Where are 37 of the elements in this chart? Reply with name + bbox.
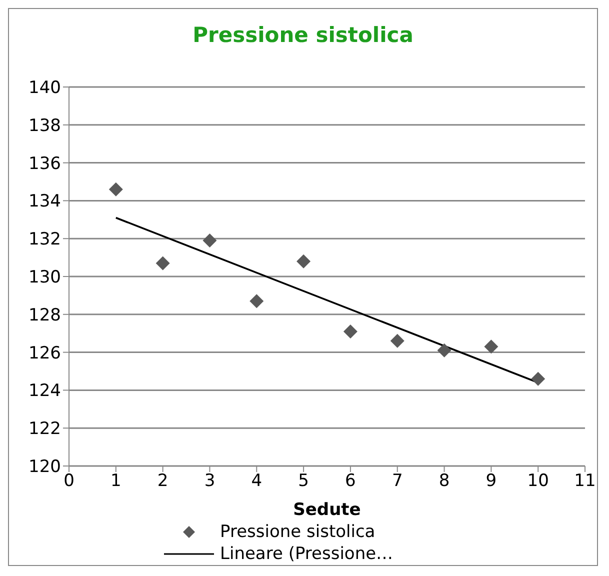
point <box>484 340 498 354</box>
point <box>296 254 311 268</box>
x-tick-label: 1 <box>110 471 122 492</box>
x-tick-label: 9 <box>486 471 497 492</box>
x-tick-label: 0 <box>64 471 74 492</box>
y-tick-label: 138 <box>28 116 61 136</box>
x-tick-label: 3 <box>204 471 216 492</box>
y-tick-label: 128 <box>28 305 61 326</box>
point <box>108 182 123 196</box>
x-tick-label: 5 <box>298 471 309 492</box>
chart-title: Pressione sistolica <box>192 23 414 47</box>
point <box>250 294 264 308</box>
point <box>156 256 170 270</box>
point <box>437 343 452 358</box>
y-tick-label: 122 <box>28 419 61 440</box>
y-tick-label: 132 <box>28 230 61 250</box>
x-tick-label: 8 <box>438 471 450 492</box>
x-tick-label: 10 <box>527 471 549 492</box>
y-tick-label: 124 <box>28 381 61 402</box>
point <box>390 334 404 348</box>
y-tick-label: 126 <box>28 343 61 364</box>
y-tick-label: 120 <box>28 457 61 478</box>
point <box>531 372 546 386</box>
x-tick-label: 6 <box>345 471 356 492</box>
point <box>343 324 358 338</box>
x-axis-title: Sedute <box>293 500 361 520</box>
legend-label: Pressione sistolica <box>220 521 376 543</box>
y-tick-label: 130 <box>28 268 61 288</box>
x-tick-label: 7 <box>392 471 403 492</box>
x-tick-label: 2 <box>157 471 168 492</box>
x-tick-label: 11 <box>574 471 596 492</box>
point <box>202 233 217 248</box>
x-tick-label: 4 <box>251 471 262 492</box>
legend-label: Lineare (Pressione… <box>220 543 394 565</box>
y-tick-label: 140 <box>28 78 61 98</box>
y-tick-label: 134 <box>28 192 61 212</box>
y-tick-label: 136 <box>28 154 61 174</box>
